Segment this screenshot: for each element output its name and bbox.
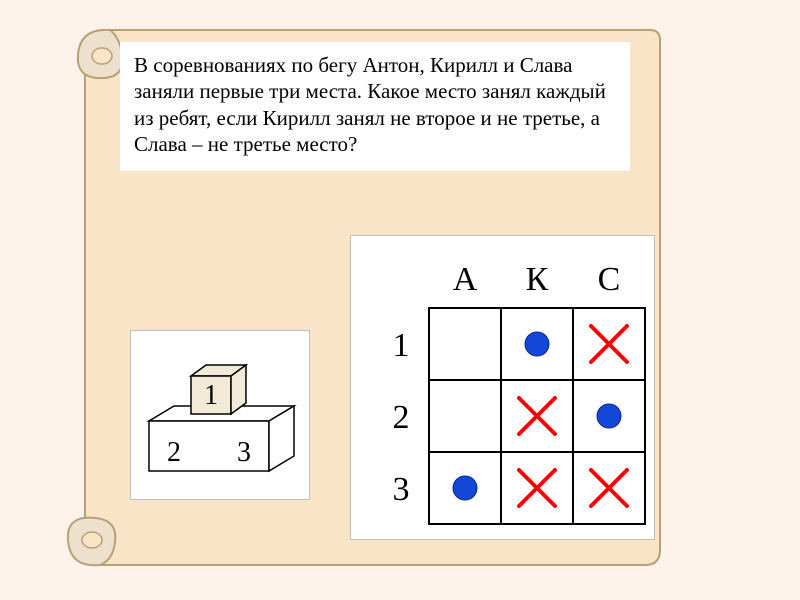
grid-col-header: А [453,261,478,298]
problem-text-box: В соревнованиях по бегу Антон, Кирилл и … [120,42,630,171]
grid-row-header: 2 [393,399,410,436]
logic-grid-box: А К С 1 2 3 [350,235,655,540]
grid-row-header: 3 [393,471,410,508]
grid-row-header: 1 [393,327,410,364]
grid-dot [453,476,477,500]
grid-col-header: С [598,261,621,298]
podium-box: 1 2 3 [130,330,310,500]
grid-col-header: К [526,261,549,298]
grid-dot [525,332,549,356]
grid-dot [597,404,621,428]
scroll-container: В соревнованиях по бегу Антон, Кирилл и … [50,10,690,580]
logic-grid: А К С 1 2 3 [351,236,654,539]
podium-label-1: 1 [204,380,218,411]
podium-label-2: 2 [167,437,181,468]
podium-label-3: 3 [237,437,251,468]
problem-text: В соревнованиях по бегу Антон, Кирилл и … [134,53,606,156]
podium-illustration: 1 2 3 [139,341,303,491]
